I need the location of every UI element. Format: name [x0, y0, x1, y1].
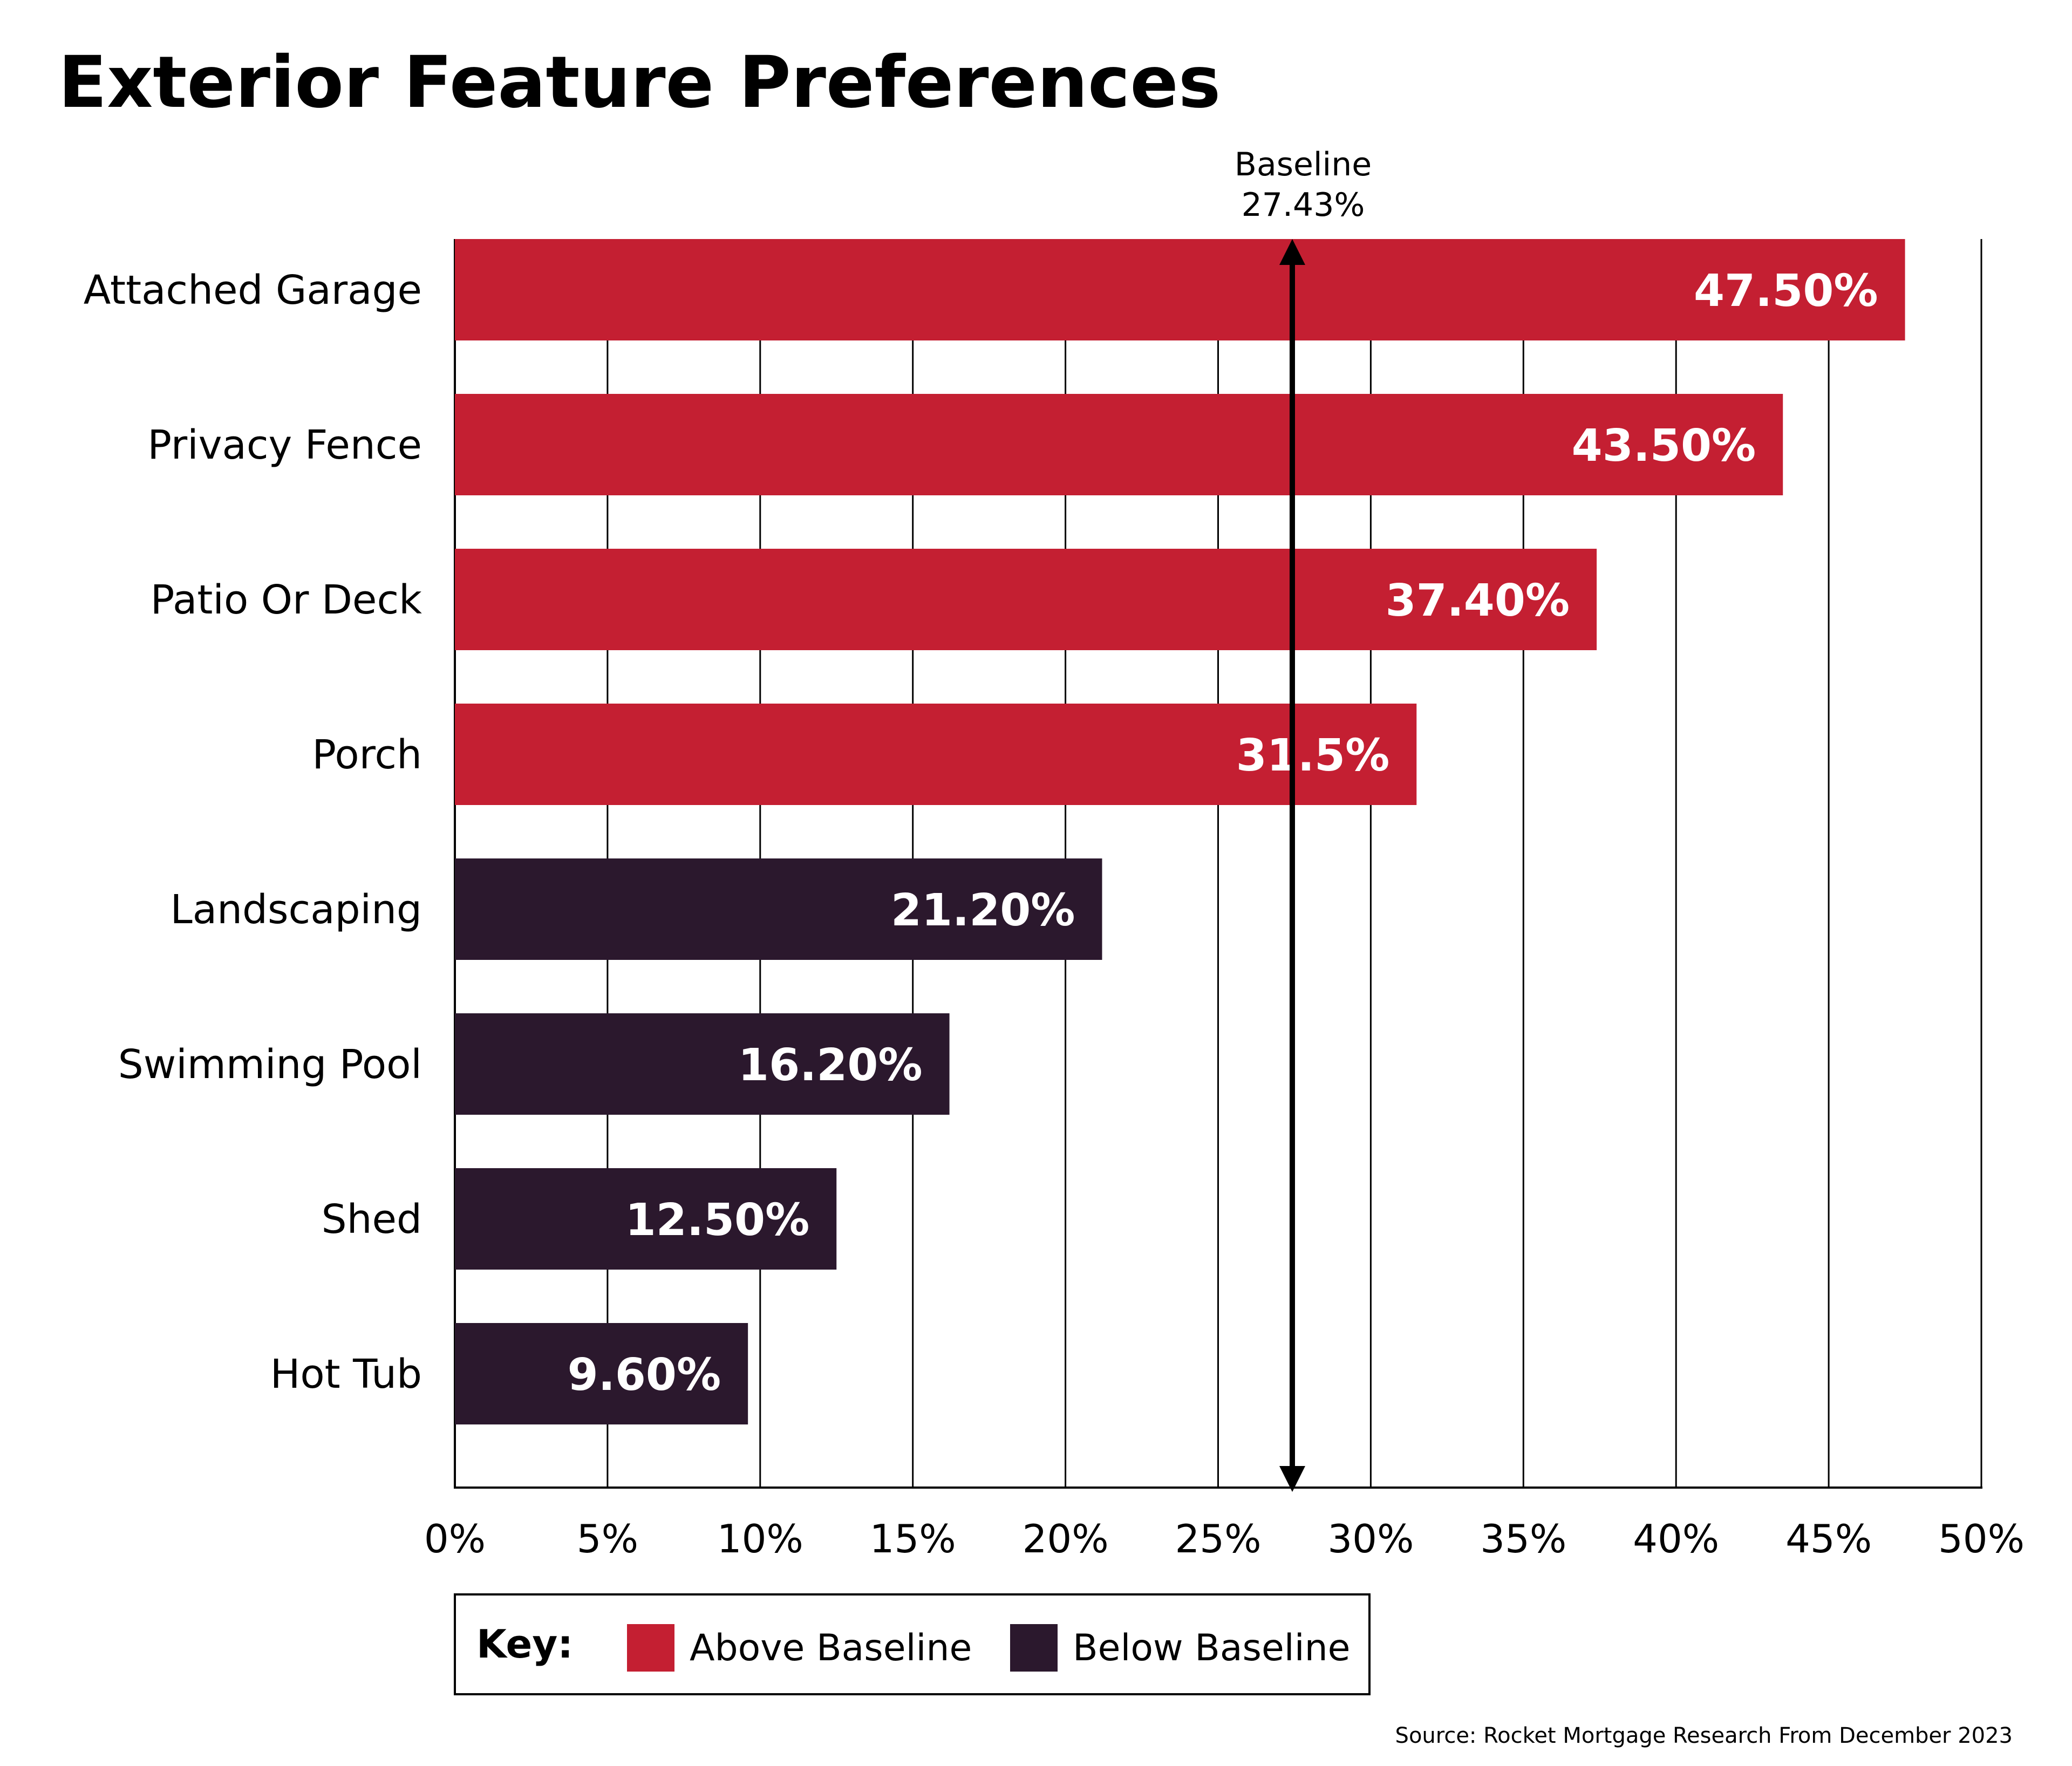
category-label: Attached Garage	[84, 267, 422, 313]
x-tick-label: 35%	[1480, 1516, 1566, 1562]
category-label: Hot Tub	[270, 1351, 422, 1397]
bar	[455, 239, 1905, 340]
source-note: Source: Rocket Mortgage Research From De…	[1395, 1723, 2013, 1748]
bar	[455, 704, 1417, 805]
category-label: Shed	[322, 1196, 422, 1243]
bar	[455, 1323, 748, 1424]
baseline-value-label: 27.43%	[1242, 186, 1365, 224]
legend-swatch-below	[1010, 1624, 1058, 1672]
data-label: 37.40%	[1386, 575, 1570, 626]
legend-title: Key:	[476, 1621, 573, 1667]
bar	[455, 394, 1783, 495]
baseline-arrowhead-down	[1279, 1466, 1305, 1492]
x-tick-label: 40%	[1633, 1516, 1719, 1562]
x-tick-label: 10%	[717, 1516, 803, 1562]
data-label: 9.60%	[568, 1349, 721, 1401]
labels-layer: Attached Garage 47.50% Privacy Fence 43.50%…	[84, 265, 1878, 1401]
data-label: 21.20%	[891, 885, 1075, 936]
data-label: 16.20%	[738, 1040, 923, 1091]
x-tick-label: 30%	[1327, 1516, 1414, 1562]
x-tick-label: 5%	[577, 1516, 638, 1562]
category-label: Patio Or Deck	[151, 577, 422, 623]
x-tick-label: 50%	[1938, 1516, 2025, 1562]
bar	[455, 1168, 837, 1270]
baseline-label: Baseline	[1235, 146, 1372, 183]
data-label: 31.5%	[1236, 730, 1389, 781]
category-label: Porch	[312, 732, 422, 778]
chart-title: Exterior Feature Preferences	[58, 41, 1221, 124]
bar	[455, 858, 1102, 960]
legend-swatch-above	[627, 1624, 674, 1672]
x-tick-label: 45%	[1785, 1516, 1872, 1562]
x-tick-label: 15%	[870, 1516, 956, 1562]
baseline-arrowhead-up	[1279, 239, 1305, 265]
category-label: Swimming Pool	[118, 1041, 422, 1088]
x-tick-label: 20%	[1023, 1516, 1109, 1562]
legend-box	[454, 1593, 1371, 1695]
data-label: 43.50%	[1572, 420, 1756, 472]
category-label: Landscaping	[171, 887, 422, 933]
data-label: 12.50%	[625, 1195, 810, 1246]
bar	[455, 1013, 950, 1115]
x-tick-label: 25%	[1175, 1516, 1261, 1562]
x-tick-label: 0%	[424, 1516, 486, 1562]
bars-layer	[455, 239, 1905, 1424]
data-label: 47.50%	[1694, 265, 1878, 317]
category-label: Privacy Fence	[147, 422, 422, 468]
legend-label-above: Above Baseline	[690, 1627, 972, 1669]
legend: Key: Above Baseline Below Baseline	[454, 1593, 1371, 1695]
legend-label-below: Below Baseline	[1073, 1627, 1351, 1669]
bar	[455, 549, 1597, 650]
